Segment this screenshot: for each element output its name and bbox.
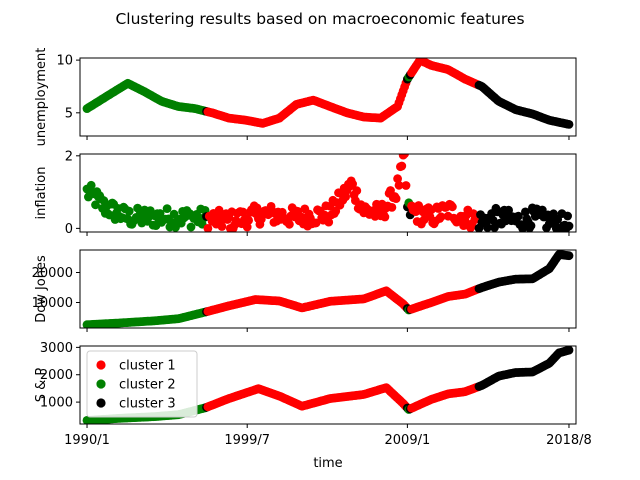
panel-2: 0 2 inflation: [34, 149, 577, 237]
panel-1: 5 10 unemployment: [34, 48, 577, 147]
y-axis-label: S & P: [34, 368, 49, 403]
point-cluster-1: [397, 161, 407, 171]
y-tick-label: 0: [65, 222, 73, 237]
x-tick-label: 2018/8: [546, 433, 592, 448]
point-cluster-1: [252, 203, 262, 213]
point-cluster-2: [86, 180, 96, 190]
point-cluster-1: [242, 222, 252, 232]
point-cluster-2: [91, 200, 100, 210]
point-cluster-1: [394, 180, 404, 190]
x-tick-label: 1990/1: [64, 433, 110, 448]
point-cluster-1: [324, 217, 334, 227]
point-cluster-3: [483, 223, 492, 232]
legend-label: cluster 2: [119, 378, 176, 393]
point-cluster-3: [514, 211, 523, 221]
y-axis-label: Dow Jones: [34, 255, 49, 323]
point-cluster-2: [124, 206, 134, 216]
y-tick-label: 3000: [40, 341, 73, 356]
point-cluster-1: [401, 181, 411, 190]
point-cluster-3: [521, 207, 530, 217]
y-tick-label: 2: [65, 149, 73, 164]
point-cluster-3: [526, 221, 536, 231]
point-cluster-1: [311, 218, 321, 228]
y-tick-label: 2000: [40, 368, 73, 383]
point-cluster-3: [564, 221, 574, 231]
point-cluster-2: [186, 222, 196, 232]
point-cluster-1: [214, 205, 224, 215]
point-cluster-1: [203, 224, 213, 232]
point-cluster-1: [238, 207, 248, 217]
point-cluster-1: [387, 203, 397, 212]
legend-label: cluster 3: [119, 397, 176, 412]
y-axis-label: inflation: [34, 167, 49, 220]
figure-title: Clustering results based on macroeconomi…: [115, 10, 524, 28]
point-cluster-3: [564, 120, 574, 129]
legend-marker: [96, 360, 106, 370]
point-cluster-1: [217, 222, 227, 231]
legend-marker: [96, 398, 106, 408]
point-cluster-2: [169, 209, 179, 219]
x-tick-label: 2009/1: [385, 433, 431, 448]
legend: cluster 1 cluster 2 cluster 3: [86, 350, 198, 418]
point-cluster-1: [391, 194, 401, 204]
y-tick-label: 10: [56, 54, 73, 69]
point-cluster-1: [341, 192, 350, 202]
x-tick-label: 1999/7: [224, 433, 270, 448]
point-cluster-1: [244, 216, 254, 225]
point-cluster-1: [400, 154, 409, 159]
point-cluster-1: [348, 179, 357, 189]
point-cluster-1: [352, 186, 362, 196]
legend-label: cluster 1: [119, 359, 176, 374]
point-cluster-3: [488, 215, 498, 225]
y-tick-label: 1000: [40, 396, 73, 411]
point-cluster-1: [448, 202, 457, 212]
y-tick-label: 5: [65, 106, 73, 121]
point-cluster-2: [162, 204, 172, 214]
y-tick-label: 10000: [32, 296, 73, 311]
y-axis-label: unemployment: [34, 48, 49, 147]
x-axis-label: time: [313, 456, 342, 471]
y-tick-label: 20000: [32, 266, 73, 281]
point-cluster-1: [380, 212, 390, 222]
point-cluster-3: [564, 251, 574, 261]
point-cluster-1: [436, 212, 446, 222]
point-cluster-1: [285, 219, 294, 229]
point-cluster-1: [393, 174, 402, 184]
point-cluster-3: [564, 346, 574, 355]
legend-marker: [96, 379, 106, 389]
point-cluster-3: [563, 211, 572, 221]
